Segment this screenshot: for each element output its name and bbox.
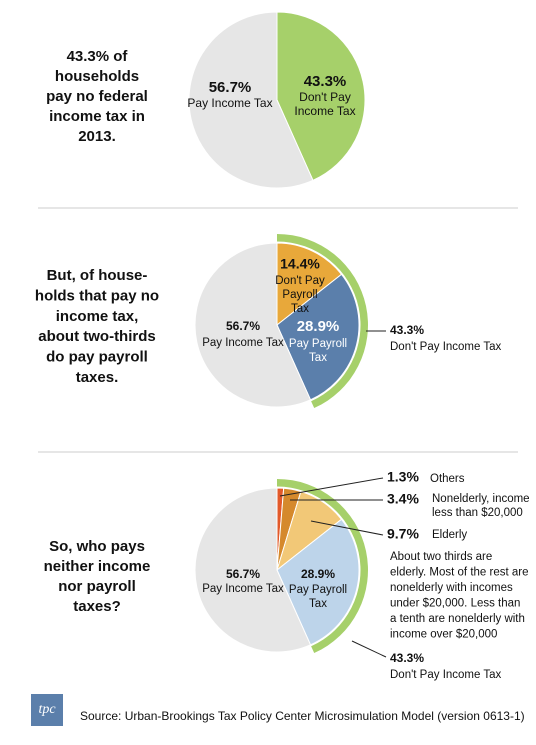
headline: neither income xyxy=(44,558,151,575)
ring-label: Don't Pay Income Tax xyxy=(390,669,502,681)
note: a tenth are nonelderly with xyxy=(390,613,525,625)
slice-label: Tax xyxy=(309,598,327,610)
value-label: 3.4% xyxy=(387,491,419,507)
pie-slice xyxy=(188,11,314,189)
slice-label: Income Tax xyxy=(294,104,355,118)
leader-line xyxy=(351,640,387,658)
leader-line xyxy=(310,520,384,536)
slice-label: Don't Pay xyxy=(299,90,351,104)
slice-label: less than $20,000 xyxy=(432,507,523,519)
ring-value-label: 43.3% xyxy=(390,323,424,337)
headline: So, who pays xyxy=(49,538,145,555)
headline: taxes? xyxy=(73,598,121,615)
value-label: 56.7% xyxy=(209,79,252,96)
headline: nor payroll xyxy=(58,578,136,595)
headline: But, of house- xyxy=(47,267,148,284)
pie-slice xyxy=(194,242,312,408)
slice-label: Pay Payroll xyxy=(289,338,347,350)
value-label: 43.3% xyxy=(304,73,347,90)
slice-label: Pay Income Tax xyxy=(187,96,272,110)
pie-slice xyxy=(276,11,366,181)
headline: holds that pay no xyxy=(35,287,159,304)
slice-label: Tax xyxy=(291,303,309,315)
slice-label: Tax xyxy=(309,352,327,364)
slice-label: Payroll xyxy=(282,289,317,301)
value-label: 9.7% xyxy=(387,526,419,542)
pie-slice xyxy=(194,487,312,653)
slice-label: Pay Payroll xyxy=(289,584,347,596)
value-label: 28.9% xyxy=(301,567,335,581)
slice-label: Pay Income Tax xyxy=(202,337,284,349)
note: nonelderly with incomes xyxy=(390,582,513,594)
value-label: 14.4% xyxy=(280,256,320,272)
note: income over $20,000 xyxy=(390,629,497,641)
headline: 2013. xyxy=(78,128,116,145)
headline: about two-thirds xyxy=(38,328,155,345)
logo: tpc xyxy=(38,702,56,717)
headline: households xyxy=(55,68,139,85)
note: under $20,000. Less than xyxy=(390,598,520,610)
value-label: 1.3% xyxy=(387,469,419,485)
slice-label: Nonelderly, income xyxy=(432,493,530,505)
headline: income tax, xyxy=(56,308,139,325)
slice-label: Pay Income Tax xyxy=(202,583,284,595)
pie-slice xyxy=(276,242,343,327)
pie-slice xyxy=(276,518,360,646)
ring-label: Don't Pay Income Tax xyxy=(390,341,502,353)
leader-line xyxy=(279,477,384,497)
headline: pay no federal xyxy=(46,88,148,105)
slice-label: Others xyxy=(430,473,465,485)
slice-label: Don't Pay xyxy=(275,275,325,287)
note: elderly. Most of the rest are xyxy=(390,567,528,579)
source: Source: Urban-Brookings Tax Policy Cente… xyxy=(80,709,525,723)
headline: 43.3% of xyxy=(67,48,129,65)
logo-box xyxy=(31,694,63,726)
headline: taxes. xyxy=(76,369,119,386)
ring-value-label: 43.3% xyxy=(390,651,424,665)
value-label: 56.7% xyxy=(226,319,260,333)
slice-label: Elderly xyxy=(432,529,467,541)
value-label: 28.9% xyxy=(297,318,340,335)
headline: income tax in xyxy=(49,108,145,125)
value-label: 56.7% xyxy=(226,567,260,581)
note: About two thirds are xyxy=(390,551,492,563)
headline: do pay payroll xyxy=(46,349,148,366)
pie-slice xyxy=(276,273,360,401)
